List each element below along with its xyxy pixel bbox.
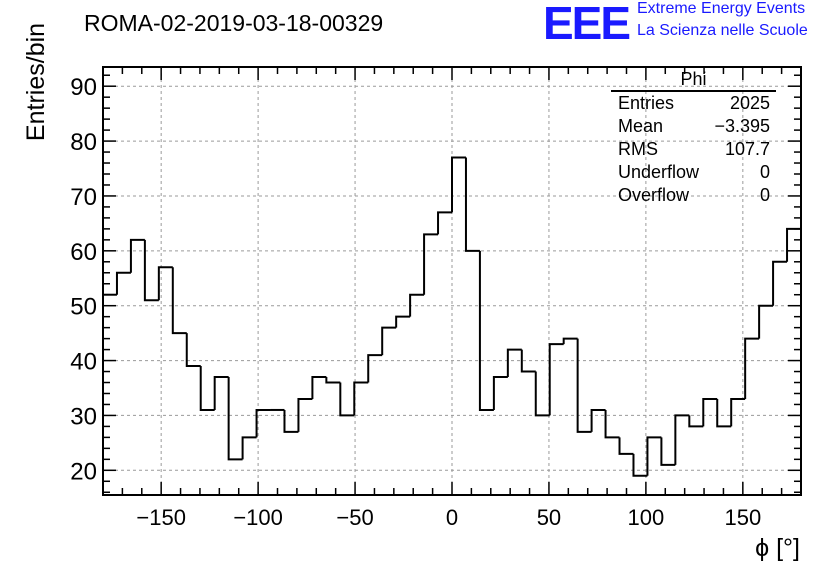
histogram-bin <box>185 333 201 368</box>
y-tick-label: 60 <box>70 239 97 266</box>
stats-value: 107.7 <box>724 139 770 159</box>
run-title: ROMA-02-2019-03-18-00329 <box>84 10 384 36</box>
histogram-bin <box>464 157 480 252</box>
histogram-bin <box>325 377 341 384</box>
histogram-bin <box>423 233 439 295</box>
eee-logo: EEE <box>543 0 631 49</box>
histogram-bin <box>590 408 606 432</box>
histogram-bin <box>311 376 327 399</box>
x-tick-label: −50 <box>336 505 373 530</box>
histogram-bin <box>227 377 243 461</box>
y-tick-label: 70 <box>70 184 97 211</box>
histogram-bin <box>604 409 620 439</box>
histogram-bin <box>451 156 466 213</box>
histogram-bin <box>381 326 397 356</box>
histogram-bin <box>548 343 564 416</box>
histogram-bin <box>506 348 522 378</box>
histogram-bin <box>758 304 774 339</box>
histogram-bin <box>283 409 299 433</box>
histogram-bin <box>213 376 229 410</box>
histogram-bin <box>520 349 536 373</box>
y-tick-label: 90 <box>70 74 97 101</box>
histogram-bin <box>730 397 746 427</box>
y-tick-label: 80 <box>70 129 97 156</box>
stats-row-rms: RMS 107.7 <box>611 138 776 161</box>
histogram-bin <box>618 437 634 455</box>
stats-label: Mean <box>618 116 664 136</box>
histogram-bin <box>702 397 718 427</box>
logo-line-1: Extreme Energy Events <box>637 0 806 17</box>
histogram-bin <box>171 267 187 335</box>
histogram-bin <box>129 238 145 273</box>
x-axis-label: ϕ [°] <box>755 534 800 562</box>
y-tick-label: 40 <box>70 349 97 376</box>
stats-value: −3.395 <box>714 116 770 136</box>
histogram-bin <box>339 382 355 417</box>
histogram-bin <box>367 354 383 383</box>
x-tick-label: −150 <box>136 505 186 530</box>
histogram-bin <box>437 211 452 235</box>
stats-row-overflow: Overflow 0 <box>611 184 776 207</box>
stats-value: 0 <box>759 185 770 205</box>
stats-value: 0 <box>759 162 770 182</box>
histogram-bin <box>409 293 425 317</box>
logo-line-2: La Scienza nelle Scuole <box>637 22 808 39</box>
y-tick-label: 20 <box>70 458 97 485</box>
stats-label: Entries <box>618 93 675 113</box>
histogram-bin <box>688 415 704 428</box>
histogram-bin <box>297 397 313 432</box>
stats-label: Overflow <box>618 185 690 205</box>
histogram-bin <box>255 408 271 438</box>
stats-value: 2025 <box>729 93 770 113</box>
histogram-bin <box>660 437 676 466</box>
histogram-bin <box>199 366 215 411</box>
stats-label: RMS <box>618 139 658 159</box>
histogram-bin <box>562 337 578 345</box>
histogram-bin <box>786 227 801 262</box>
stats-row-underflow: Underflow 0 <box>611 161 776 184</box>
histogram-bin <box>674 414 690 465</box>
histogram-bin <box>744 337 760 399</box>
y-tick-label: 30 <box>70 403 97 430</box>
histogram-bin <box>492 376 508 410</box>
histogram-bin <box>353 381 369 416</box>
histogram-bin <box>716 398 732 428</box>
stats-row-entries: Entries 2025 <box>611 92 776 115</box>
stats-row-mean: Mean −3.395 <box>611 115 776 138</box>
x-tick-label: 150 <box>724 505 761 530</box>
stats-title: Phi <box>611 68 776 92</box>
histogram-bin <box>143 239 159 302</box>
x-tick-label: 0 <box>446 505 458 530</box>
histogram-bin <box>241 436 257 460</box>
histogram-bin <box>772 260 788 306</box>
histogram-bin <box>478 250 494 411</box>
histogram-bin <box>395 315 411 328</box>
x-tick-label: 50 <box>537 505 561 530</box>
y-tick-label: 50 <box>70 294 97 321</box>
histogram-bin <box>534 371 550 417</box>
histogram-bin <box>632 453 648 477</box>
histogram-bin <box>576 338 592 433</box>
histogram-bin <box>646 436 662 476</box>
x-tick-label: 100 <box>628 505 665 530</box>
histogram-bin <box>157 266 173 301</box>
x-tick-label: −100 <box>233 505 283 530</box>
histogram-bin <box>115 271 131 295</box>
stats-label: Underflow <box>618 162 700 182</box>
stats-box: Phi Entries 2025 Mean −3.395 RMS 107.7 U… <box>611 68 776 207</box>
